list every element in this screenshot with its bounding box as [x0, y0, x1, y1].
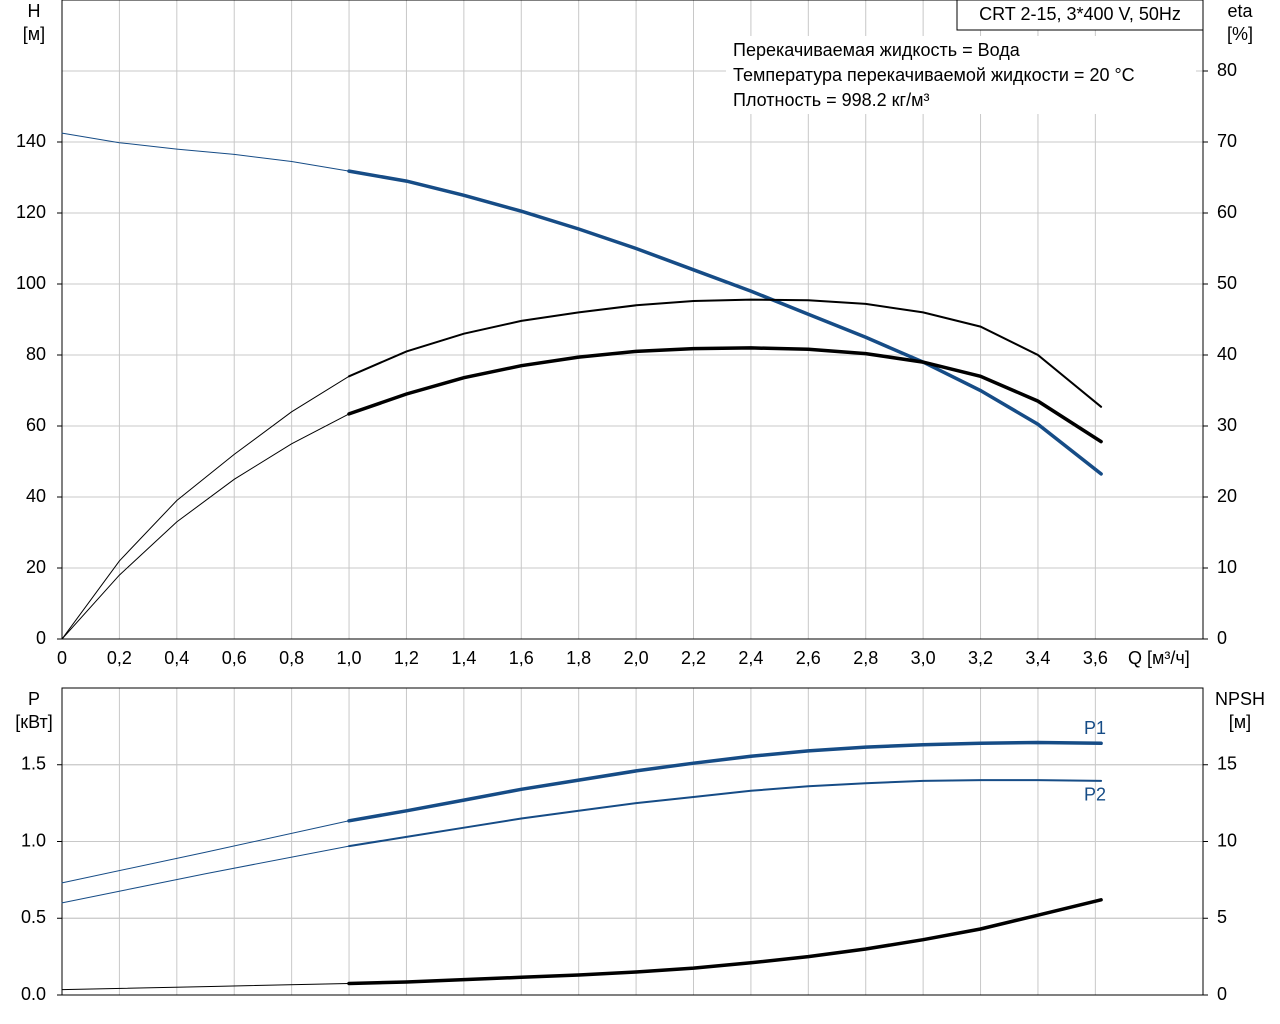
- note: Температура перекачиваемой жидкости = 20…: [733, 65, 1135, 85]
- curve: [61, 820, 350, 884]
- note: Перекачиваемая жидкость = Вода: [733, 40, 1021, 60]
- curve: [61, 375, 350, 640]
- x-tick-label: 0: [57, 648, 67, 668]
- curve: [347, 346, 1103, 444]
- plot-frame: [61, 0, 1204, 640]
- y-axis-label: [кВт]: [15, 712, 53, 732]
- curve: [347, 740, 1103, 823]
- y-tick-label: 1.5: [21, 754, 46, 774]
- curve: [348, 779, 1103, 848]
- x-tick-label: 0,4: [164, 648, 189, 668]
- y-axis-label: [м]: [23, 24, 45, 44]
- y2-tick-label: 15: [1217, 754, 1237, 774]
- y-tick-label: 0.0: [21, 984, 46, 1004]
- y-axis-label: P: [28, 689, 40, 709]
- curve: [347, 898, 1103, 986]
- x-tick-label: 1,8: [566, 648, 591, 668]
- series-label: P2: [1084, 785, 1106, 805]
- y2-tick-label: 0: [1217, 984, 1227, 1004]
- y2-tick-label: 40: [1217, 344, 1237, 364]
- notes-background: [726, 36, 1196, 114]
- x-tick-label: 2,4: [738, 648, 763, 668]
- y2-tick-label: 30: [1217, 415, 1237, 435]
- curve: [61, 983, 350, 991]
- series-label: P1: [1084, 718, 1106, 738]
- curve: [347, 169, 1103, 476]
- y2-tick-label: 20: [1217, 486, 1237, 506]
- y2-tick-label: 80: [1217, 60, 1237, 80]
- note: Плотность = 998.2 кг/м³: [733, 90, 929, 110]
- x-tick-label: 1,4: [451, 648, 476, 668]
- x-tick-label: 3,4: [1025, 648, 1050, 668]
- y-axis-label: H: [28, 1, 41, 21]
- x-tick-label: 1,2: [394, 648, 419, 668]
- y-tick-label: 120: [16, 202, 46, 222]
- x-tick-label: 2,6: [796, 648, 821, 668]
- y2-tick-label: 10: [1217, 557, 1237, 577]
- x-tick-label: 2,8: [853, 648, 878, 668]
- curve: [61, 413, 350, 640]
- y2-tick-label: 70: [1217, 131, 1237, 151]
- y2-axis-label: [м]: [1229, 712, 1251, 732]
- y2-tick-label: 50: [1217, 273, 1237, 293]
- y-tick-label: 0.5: [21, 907, 46, 927]
- x-tick-label: 0,2: [107, 648, 132, 668]
- x-tick-label: 1,6: [509, 648, 534, 668]
- y2-tick-label: 10: [1217, 830, 1237, 850]
- y-tick-label: 20: [26, 557, 46, 577]
- y2-axis-label: NPSH: [1215, 689, 1265, 709]
- y-tick-label: 0: [36, 628, 46, 648]
- curve: [348, 298, 1103, 408]
- x-tick-label: 2,0: [624, 648, 649, 668]
- x-tick-label: 0,6: [222, 648, 247, 668]
- y2-tick-label: 5: [1217, 907, 1227, 927]
- curve: [61, 132, 350, 172]
- y-tick-label: 60: [26, 415, 46, 435]
- y-tick-label: 140: [16, 131, 46, 151]
- x-tick-label: 2,2: [681, 648, 706, 668]
- x-tick-label: 3,0: [911, 648, 936, 668]
- x-tick-label: 3,2: [968, 648, 993, 668]
- title-box: [956, 0, 1204, 31]
- x-tick-label: 0,8: [279, 648, 304, 668]
- y2-tick-label: 0: [1217, 628, 1227, 648]
- curve: [61, 845, 350, 904]
- y-tick-label: 40: [26, 486, 46, 506]
- x-axis-label: Q [м³/ч]: [1128, 648, 1190, 668]
- y2-tick-label: 60: [1217, 202, 1237, 222]
- y-tick-label: 100: [16, 273, 46, 293]
- y-tick-label: 80: [26, 344, 46, 364]
- y-tick-label: 1.0: [21, 830, 46, 850]
- x-tick-label: 3,6: [1083, 648, 1108, 668]
- y2-axis-label: [%]: [1227, 24, 1253, 44]
- x-tick-label: 1,0: [337, 648, 362, 668]
- y2-axis-label: eta: [1227, 1, 1253, 21]
- chart-title: CRT 2-15, 3*400 V, 50Hz: [979, 4, 1181, 24]
